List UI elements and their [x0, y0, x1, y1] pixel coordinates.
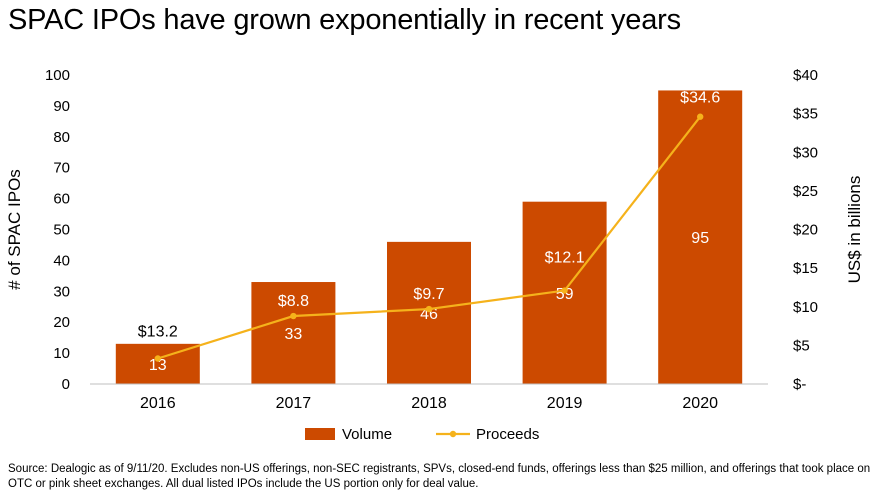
- left-tick-label: 100: [45, 67, 70, 84]
- left-tick-label: 20: [53, 314, 70, 331]
- bar-value-label: 33: [285, 326, 303, 343]
- left-tick-label: 0: [62, 376, 70, 393]
- right-tick-label: $30: [793, 144, 818, 161]
- proceeds-value-label: $12.1: [545, 250, 585, 267]
- legend-volume-swatch: [305, 428, 335, 440]
- right-tick-label: $25: [793, 183, 818, 200]
- x-tick-label: 2016: [140, 395, 176, 412]
- left-tick-label: 90: [53, 98, 70, 115]
- x-tick-label: 2020: [682, 395, 718, 412]
- left-tick-label: 30: [53, 283, 70, 300]
- bar-volume: [251, 282, 336, 384]
- x-tick-label: 2019: [547, 395, 583, 412]
- right-tick-label: $10: [793, 299, 818, 316]
- left-tick-label: 10: [53, 345, 70, 362]
- bar-value-label: 95: [691, 230, 709, 247]
- right-tick-label: $-: [793, 376, 806, 393]
- y-axis-title-right: US$ in billions: [845, 176, 864, 284]
- proceeds-value-label: $34.6: [680, 90, 720, 107]
- left-tick-label: 60: [53, 191, 70, 208]
- legend-proceeds-marker: [449, 430, 457, 438]
- right-tick-label: $20: [793, 222, 818, 239]
- left-tick-label: 40: [53, 252, 70, 269]
- proceeds-value-label: $13.2: [138, 324, 178, 341]
- left-tick-label: 70: [53, 160, 70, 177]
- bar-volume: [387, 241, 471, 384]
- source-note: Source: Dealogic as of 9/11/20. Excludes…: [8, 463, 871, 490]
- proceeds-marker: [697, 113, 704, 120]
- x-tick-label: 2018: [411, 395, 447, 412]
- proceeds-marker: [561, 287, 568, 294]
- right-tick-label: $40: [793, 67, 818, 84]
- bar-volume: [658, 90, 743, 384]
- bar-value-label: 13: [149, 357, 167, 374]
- right-tick-label: $5: [793, 337, 810, 354]
- proceeds-marker: [154, 355, 161, 362]
- y-axis-title-left: # of SPAC IPOs: [5, 169, 24, 290]
- proceeds-marker: [425, 305, 433, 313]
- proceeds-value-label: $9.7: [413, 286, 444, 303]
- left-tick-label: 50: [53, 222, 70, 239]
- left-tick-label: 80: [53, 129, 70, 146]
- proceeds-value-label: $8.8: [278, 293, 309, 310]
- legend-proceeds-label: Proceeds: [476, 426, 539, 443]
- legend-volume-label: Volume: [342, 426, 392, 443]
- x-tick-label: 2017: [276, 395, 312, 412]
- right-tick-label: $15: [793, 260, 818, 277]
- chart-title: SPAC IPOs have grown exponentially in re…: [8, 4, 681, 36]
- proceeds-marker: [290, 312, 297, 320]
- right-tick-label: $35: [793, 106, 818, 123]
